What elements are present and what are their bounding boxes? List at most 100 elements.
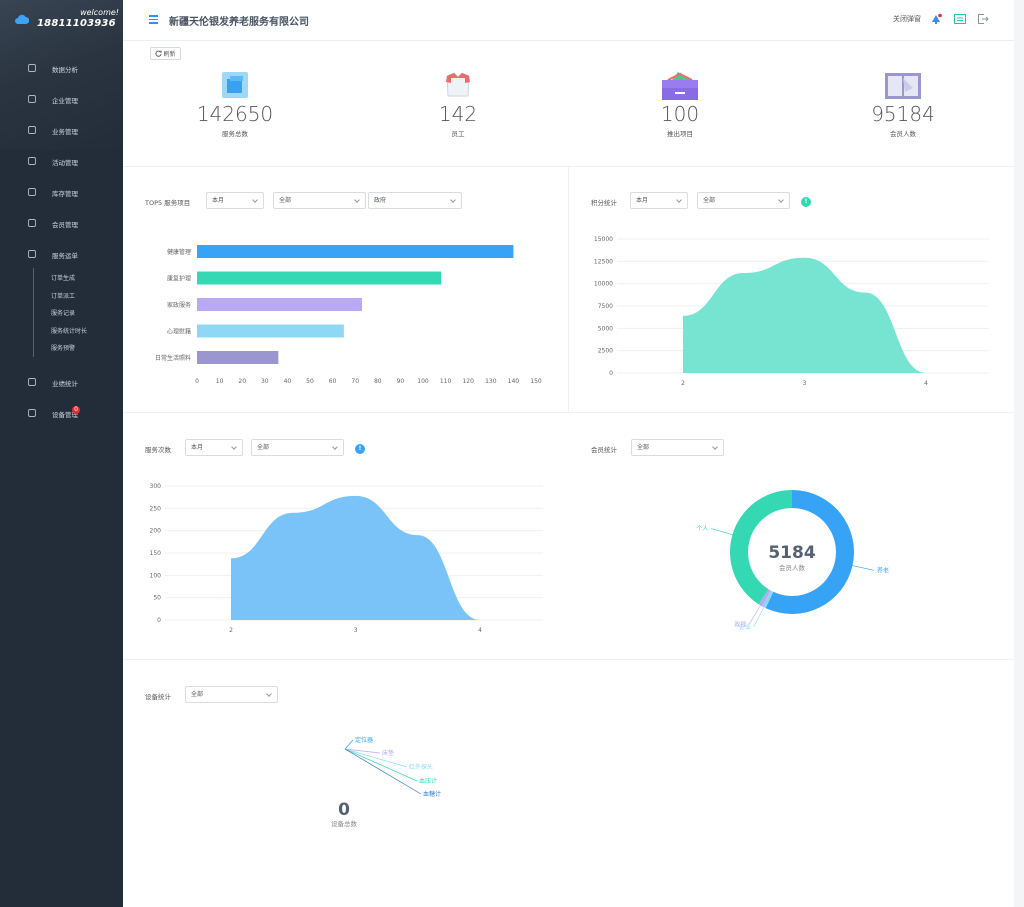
sidebar-item[interactable]: 业绩统计 <box>0 372 123 392</box>
sidebar-subitem[interactable]: 服务记录 <box>51 310 76 317</box>
info-icon[interactable]: ! <box>801 197 811 207</box>
points-period-select[interactable]: 本月 <box>630 192 688 209</box>
x-tick-label: 40 <box>284 378 292 385</box>
donut-slice[interactable] <box>762 590 774 609</box>
stat-value: 95184 <box>871 102 935 126</box>
layers-icon <box>28 95 36 103</box>
stat-members: 95184 会员人数 <box>843 68 963 138</box>
donut-center-value: 5184 <box>768 543 815 563</box>
select-value: 本月 <box>636 197 649 204</box>
area-series[interactable] <box>683 257 926 373</box>
bar[interactable] <box>197 351 279 364</box>
sidebar-item-label: 会员管理 <box>52 221 78 229</box>
points-area-chart: 0 2500 5000 7500 10000 12500 15000 2 3 4 <box>594 236 989 387</box>
x-tick-label: 120 <box>462 378 474 385</box>
category-label: 家政服务 <box>167 301 191 309</box>
points-scope-select[interactable]: 全部 <box>697 192 790 209</box>
x-tick-label: 2 <box>229 627 233 634</box>
member-stats-title: 会员统计 <box>591 446 617 454</box>
slice-label: 红外探头 <box>409 763 433 771</box>
divider <box>123 166 1014 167</box>
sidebar-subitem[interactable]: 订单生成 <box>51 275 76 282</box>
sidebar-item[interactable]: 业务管理 <box>0 120 123 140</box>
y-tick-label: 250 <box>150 505 162 512</box>
keyboard-icon[interactable] <box>954 13 966 25</box>
donut-slice[interactable] <box>730 490 792 605</box>
bar[interactable] <box>197 298 362 311</box>
sidebar-subitem[interactable]: 服务统计时长 <box>51 327 88 335</box>
sidebar-subitem[interactable]: 订单派工 <box>51 292 76 300</box>
sidebar-item-label: 库存管理 <box>52 190 78 198</box>
uniform-icon <box>446 72 470 97</box>
bar[interactable] <box>197 245 514 258</box>
menu-toggle-icon[interactable] <box>149 15 158 24</box>
service-count-period-select[interactable]: 本月 <box>185 439 243 456</box>
y-tick-label: 15000 <box>594 236 613 243</box>
pie-center-value: 0 <box>338 800 350 820</box>
sidebar-item[interactable]: 活动管理 <box>0 151 123 171</box>
x-tick-label: 3 <box>803 380 807 387</box>
user-phone: 18811103936 <box>37 18 116 29</box>
sidebar-item-label: 设备管理 <box>52 411 78 419</box>
top5-period-select[interactable]: 本月 <box>206 192 264 209</box>
sidebar-subitem[interactable]: 服务预警 <box>51 345 76 352</box>
user-brand: welcome! 18811103936 <box>14 8 119 34</box>
chevron-down-icon <box>252 197 258 203</box>
y-tick-label: 200 <box>150 528 162 535</box>
bell-icon[interactable] <box>930 13 942 25</box>
sidebar-item[interactable]: 企业管理 <box>0 89 123 109</box>
sidebar-item-label: 活动管理 <box>52 159 78 167</box>
y-tick-label: 100 <box>150 572 162 579</box>
divider <box>123 412 1014 413</box>
device-stats-title: 设备统计 <box>145 693 171 701</box>
device-stats-scope-select[interactable]: 全部 <box>185 686 278 703</box>
heart-icon <box>28 126 36 134</box>
bar[interactable] <box>197 324 344 338</box>
info-icon[interactable]: ! <box>355 444 365 454</box>
area-series[interactable] <box>231 495 480 620</box>
stat-projects: 100 推出项目 <box>620 68 740 138</box>
stat-value: 142650 <box>196 102 274 126</box>
top5-scope-select[interactable]: 全部 <box>273 192 366 209</box>
x-tick-label: 4 <box>478 627 482 634</box>
sidebar-item[interactable]: 会员管理 <box>0 213 123 233</box>
bar[interactable] <box>197 271 442 285</box>
sidebar-item[interactable]: 服务运单 <box>0 244 123 264</box>
member-stats-scope-select[interactable]: 全部 <box>631 439 724 456</box>
refresh-button[interactable]: 刷新 <box>150 47 181 60</box>
slice-label: 血压计 <box>419 777 437 785</box>
x-tick-label: 100 <box>417 378 429 385</box>
x-tick-label: 4 <box>924 380 928 387</box>
company-title: 新疆天伦银发养老服务有限公司 <box>169 17 309 28</box>
donut-slice[interactable] <box>758 589 771 607</box>
x-tick-label: 110 <box>440 378 452 385</box>
sidebar-item[interactable]: 库存管理 <box>0 182 123 202</box>
refresh-label: 刷新 <box>163 51 176 58</box>
logout-icon[interactable] <box>977 13 989 25</box>
chevron-down-icon <box>712 444 718 450</box>
location-icon <box>28 409 36 417</box>
service-count-scope-select[interactable]: 全部 <box>251 439 344 456</box>
device-badge: 0 <box>72 406 80 414</box>
stat-caption: 服务总数 <box>222 130 248 138</box>
welcome-text: welcome! <box>80 8 119 17</box>
stat-employees: 142 员工 <box>398 68 518 138</box>
sidebar-item[interactable]: 设备管理 <box>0 403 123 423</box>
select-value: 全部 <box>637 444 650 451</box>
close-alert-button[interactable]: 关闭弹窗 <box>893 15 921 23</box>
slice-label: 定位器 <box>355 736 373 744</box>
x-tick-label: 3 <box>354 627 358 634</box>
cup-icon <box>28 157 36 165</box>
y-tick-label: 7500 <box>598 303 613 310</box>
donut-center-label: 会员人数 <box>779 563 806 572</box>
x-tick-label: 130 <box>485 378 497 385</box>
y-tick-label: 50 <box>153 595 161 602</box>
top5-type-select[interactable]: 政府 <box>368 192 462 209</box>
y-tick-label: 300 <box>150 483 162 490</box>
sidebar-item[interactable]: 数据分析 <box>0 58 123 78</box>
divider <box>568 167 569 412</box>
document-stack-icon <box>222 72 248 98</box>
donut-slice[interactable] <box>765 490 854 614</box>
top-bar: 新疆天伦银发养老服务有限公司 关闭弹窗 <box>123 0 1014 41</box>
slice-label: 个人 <box>696 526 708 533</box>
